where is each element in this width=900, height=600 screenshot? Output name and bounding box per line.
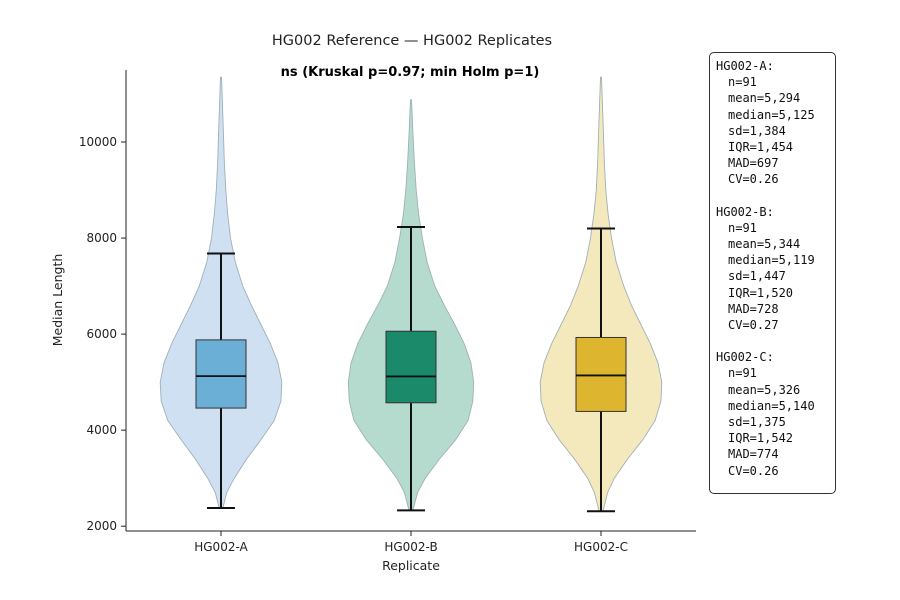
stats-legend-box: HG002-A: n=91 mean=5,294 median=5,125 sd… xyxy=(709,52,836,494)
stat-sd: sd=1,447 xyxy=(728,269,786,284)
x-tick-label: HG002-C xyxy=(574,540,628,554)
x-axis-label: Replicate xyxy=(382,558,440,573)
stat-cv: CV=0.27 xyxy=(728,318,779,333)
stats-group-hg002-c: HG002-C: n=91 mean=5,326 median=5,140 sd… xyxy=(716,349,835,479)
stat-iqr: IQR=1,454 xyxy=(728,140,794,155)
stat-mean: mean=5,326 xyxy=(728,382,801,397)
x-tick-label: HG002-B xyxy=(384,540,437,554)
x-tick-label: HG002-A xyxy=(194,540,248,554)
y-tick-label: 10000 xyxy=(79,135,117,149)
y-tick-label: 4000 xyxy=(86,423,117,437)
stat-iqr: IQR=1,520 xyxy=(728,285,794,300)
stat-mean: mean=5,294 xyxy=(728,91,801,106)
stat-mad: MAD=697 xyxy=(728,156,779,171)
stat-sd: sd=1,384 xyxy=(728,123,786,138)
stats-header: HG002-B: xyxy=(716,204,774,219)
stat-cv: CV=0.26 xyxy=(728,463,779,478)
stats-header: HG002-C: xyxy=(716,350,774,365)
stat-mean: mean=5,344 xyxy=(728,237,801,252)
stat-median: median=5,125 xyxy=(728,107,815,122)
stat-n: n=91 xyxy=(728,366,757,381)
stat-iqr: IQR=1,542 xyxy=(728,431,794,446)
stat-mad: MAD=728 xyxy=(728,301,779,316)
chart-subtitle: ns (Kruskal p=0.97; min Holm p=1) xyxy=(281,65,540,80)
stat-cv: CV=0.26 xyxy=(728,172,779,187)
stat-n: n=91 xyxy=(728,220,757,235)
iqr-box xyxy=(195,339,247,409)
violin-group-hg002-a xyxy=(159,76,283,509)
stat-mad: MAD=774 xyxy=(728,447,779,462)
stat-sd: sd=1,375 xyxy=(728,415,786,430)
violin-group-hg002-b xyxy=(347,99,475,512)
y-tick-label: 6000 xyxy=(86,327,117,341)
y-tick-label: 8000 xyxy=(86,231,117,245)
y-tick-label: 2000 xyxy=(86,519,117,533)
y-axis-label: Median Length xyxy=(50,254,65,347)
stat-median: median=5,119 xyxy=(728,253,815,268)
iqr-box xyxy=(575,336,627,412)
stats-group-hg002-a: HG002-A: n=91 mean=5,294 median=5,125 sd… xyxy=(716,58,835,188)
stat-median: median=5,140 xyxy=(728,398,815,413)
violin-group-hg002-c xyxy=(539,76,663,513)
chart-title: HG002 Reference — HG002 Replicates xyxy=(272,33,552,49)
stats-header: HG002-A: xyxy=(716,59,774,73)
iqr-box xyxy=(385,330,437,404)
stat-n: n=91 xyxy=(728,75,757,90)
stats-group-hg002-b: HG002-B: n=91 mean=5,344 median=5,119 sd… xyxy=(716,204,835,334)
